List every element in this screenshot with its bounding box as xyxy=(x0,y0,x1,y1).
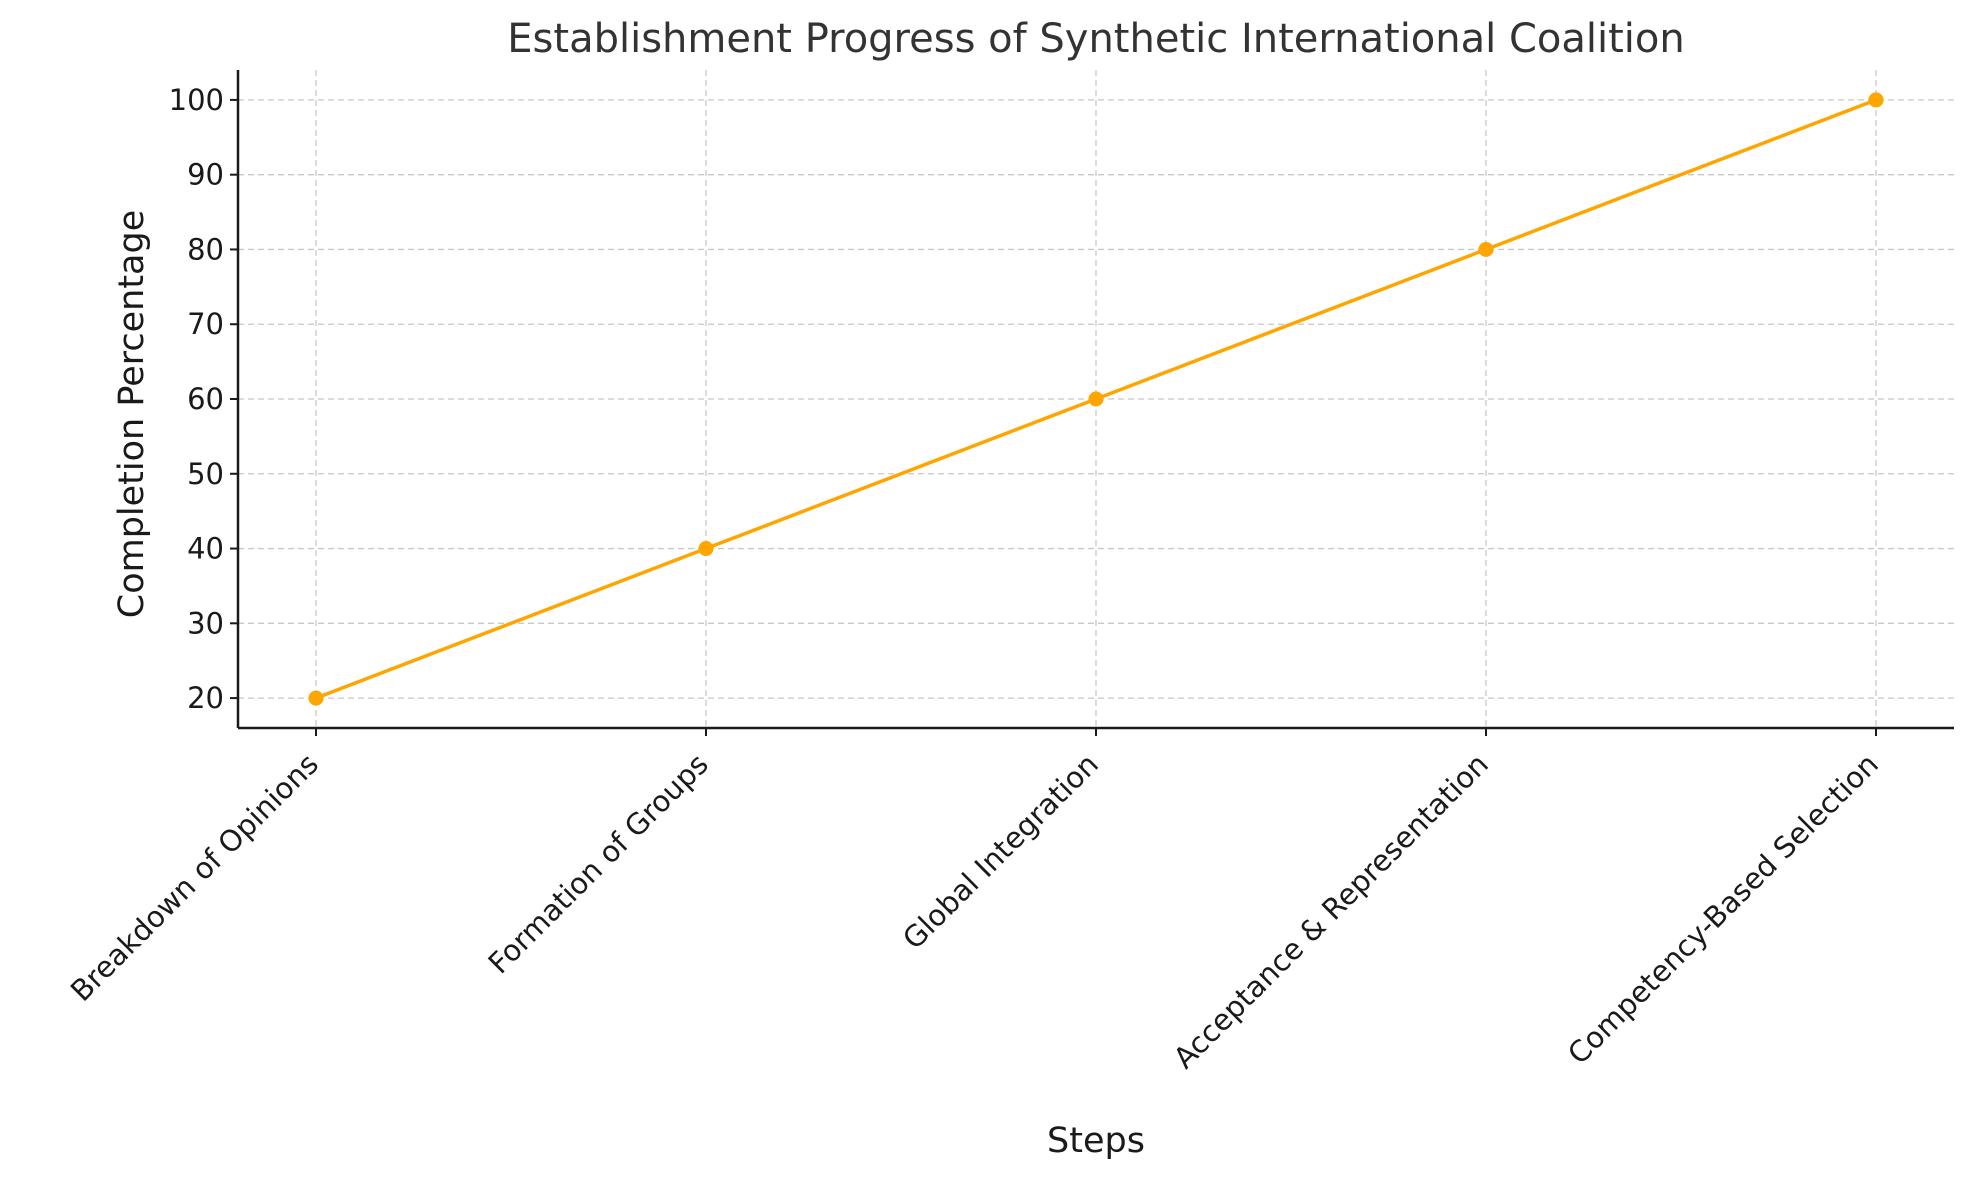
y-axis-label: Completion Percentage xyxy=(112,210,152,618)
data-point xyxy=(1478,241,1494,257)
y-tick-label: 20 xyxy=(187,681,224,715)
tick-labels: 20 30 40 50 60 70 80 90 100 Breakdown of Opinions… xyxy=(64,83,1885,1075)
y-tick-label: 100 xyxy=(169,83,224,117)
x-tick-label: Formation of Groups xyxy=(481,747,714,980)
chart-title: Establishment Progress of Synthetic Inte… xyxy=(507,16,1684,62)
y-tick-label: 80 xyxy=(187,232,224,266)
data-point xyxy=(698,541,714,557)
y-tick-label: 40 xyxy=(187,532,224,566)
x-tick-label: Global Integration xyxy=(896,747,1105,956)
y-tick-label: 70 xyxy=(187,307,224,341)
x-axis-label: Steps xyxy=(1047,1121,1145,1161)
data-series xyxy=(308,92,1884,706)
y-tick-label: 90 xyxy=(187,158,224,192)
y-tick-label: 60 xyxy=(187,382,224,416)
data-point xyxy=(1868,92,1884,108)
y-tick-label: 50 xyxy=(187,457,224,491)
x-tick-label: Breakdown of Opinions xyxy=(64,747,325,1008)
data-point xyxy=(308,690,324,706)
grid-lines xyxy=(238,70,1954,728)
x-tick-label: Acceptance & Representation xyxy=(1167,747,1495,1075)
y-tick-label: 30 xyxy=(187,606,224,640)
data-point xyxy=(1088,391,1104,407)
x-tick-label: Competency-Based Selection xyxy=(1561,747,1885,1071)
